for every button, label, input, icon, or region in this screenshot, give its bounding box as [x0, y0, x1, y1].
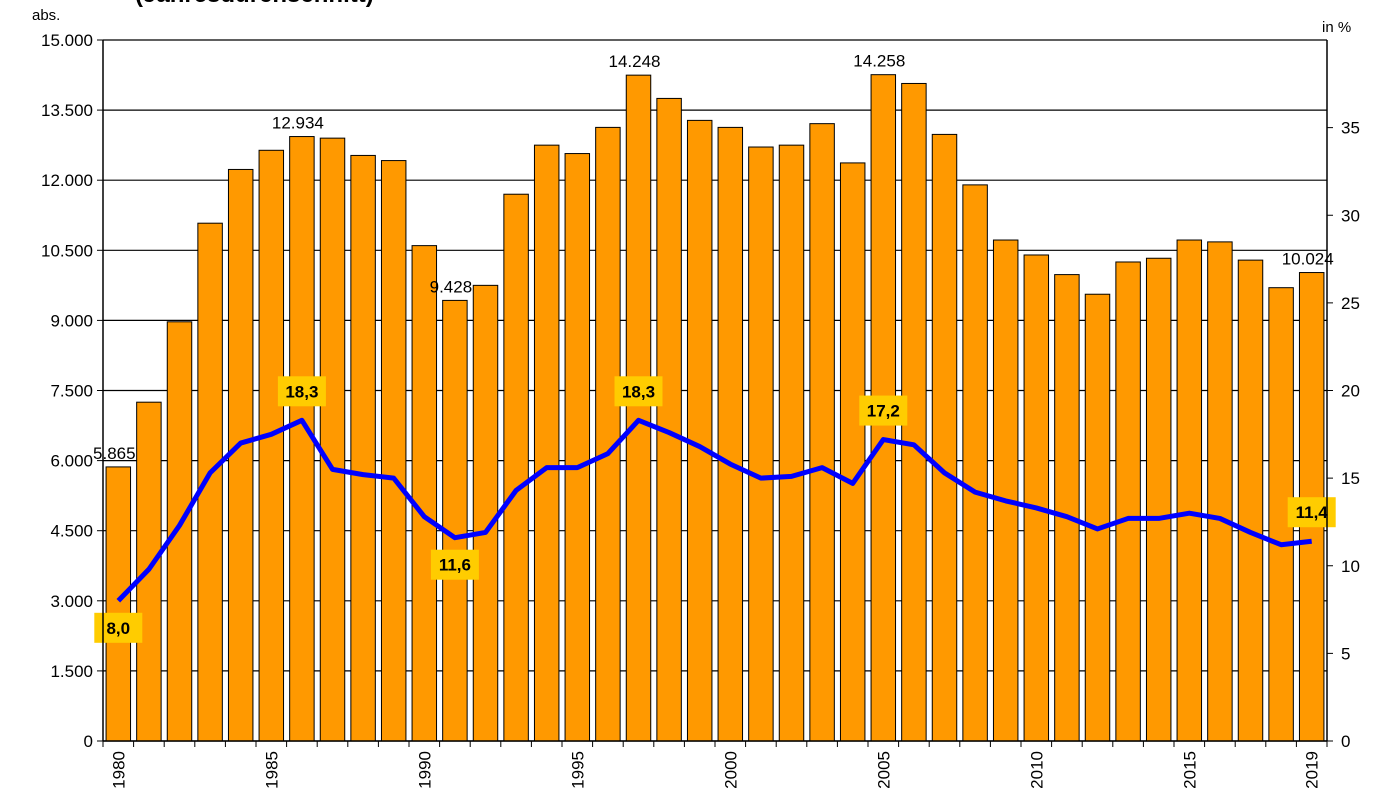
- y2-axis-label: in %: [1322, 19, 1351, 36]
- bars: [105, 74, 1325, 742]
- bar: [258, 149, 285, 742]
- bar: [564, 153, 591, 742]
- bar: [442, 299, 468, 742]
- bar: [625, 74, 652, 742]
- bar-value-label: 14.248: [609, 52, 661, 71]
- y-tick-label: 4.500: [50, 522, 93, 541]
- bar: [503, 193, 529, 742]
- x-tick-label: 1980: [109, 751, 128, 789]
- bar: [166, 321, 193, 742]
- data-label-box: [859, 395, 908, 426]
- bar: [1207, 241, 1233, 742]
- y-tick-label: 7.500: [50, 382, 93, 401]
- bar: [197, 222, 223, 742]
- x-tick-label: 2000: [721, 751, 740, 789]
- bar: [992, 239, 1019, 742]
- bar: [748, 146, 774, 742]
- x-tick-label: 1990: [415, 751, 434, 789]
- y-tick-label: 0: [84, 732, 93, 751]
- bar: [1237, 259, 1264, 742]
- bar: [227, 168, 254, 742]
- bar: [289, 136, 315, 742]
- x-tick-label: 1985: [262, 751, 281, 789]
- bar: [380, 160, 407, 742]
- bar-value-label: 9.428: [430, 277, 473, 296]
- bar: [105, 466, 132, 742]
- bar: [656, 97, 682, 742]
- y-axis-label: abs.: [32, 7, 60, 24]
- data-label-box: [430, 549, 479, 580]
- y-tick-label: 10.500: [41, 241, 93, 260]
- y-tick-label: 6.000: [50, 452, 93, 471]
- x-tick-label: 2005: [874, 751, 893, 789]
- lines: [116, 417, 1312, 603]
- bar: [533, 144, 560, 742]
- y2-tick-label: 5: [1341, 644, 1350, 663]
- bar: [472, 284, 499, 742]
- y2-tick-label: 15: [1341, 469, 1360, 488]
- y2-tick-label: 20: [1341, 382, 1360, 401]
- x-tick-label: 2019: [1303, 751, 1322, 789]
- x-tick-label: 1995: [568, 751, 587, 789]
- bar: [1176, 239, 1203, 742]
- y2-tick-label: 35: [1341, 119, 1360, 138]
- bar: [1023, 254, 1050, 742]
- line-value-label: 11,6: [439, 556, 471, 575]
- data-label-box: [614, 376, 663, 407]
- x-tick-label: 2010: [1027, 751, 1046, 789]
- line-value-label: 8,0: [106, 619, 130, 638]
- bar: [1145, 257, 1172, 742]
- bar: [809, 123, 835, 742]
- labels: 5.865 12.934 9.428 14.248 14.258 10.024 8,0 18,…: [93, 52, 1336, 643]
- chart-title: (Jahresdurchschnitt): [135, 0, 374, 8]
- y-tick-label: 12.000: [41, 171, 93, 190]
- bar: [595, 126, 621, 742]
- y-tick-label: 1.500: [50, 662, 93, 681]
- y2-tick-label: 25: [1341, 294, 1360, 313]
- bar: [411, 245, 438, 742]
- bar-value-label: 5.865: [93, 444, 136, 463]
- bar-value-label: 14.258: [853, 52, 905, 71]
- y-tick-label: 13.500: [41, 101, 93, 120]
- y2-tick-label: 10: [1341, 557, 1360, 576]
- y2-tick-label: 30: [1341, 206, 1360, 225]
- x-tick-label: 2015: [1180, 751, 1199, 789]
- line-value-label: 11,4: [1296, 503, 1329, 522]
- bar: [931, 133, 958, 742]
- line-value-label: 18,3: [285, 382, 318, 401]
- bar: [1084, 293, 1111, 742]
- bar-value-label: 12.934: [272, 114, 324, 133]
- data-label-box: [277, 376, 326, 407]
- line-value-label: 18,3: [622, 382, 655, 401]
- y-tick-label: 3.000: [50, 592, 93, 611]
- line: [116, 417, 1312, 603]
- bar: [319, 137, 346, 742]
- y-tick-label: 15.000: [41, 31, 93, 50]
- bar: [1054, 274, 1080, 742]
- bar: [778, 144, 805, 742]
- bar: [1115, 261, 1141, 742]
- bar-value-label: 10.024: [1282, 250, 1334, 269]
- line-value-label: 17,2: [867, 402, 900, 421]
- bar: [350, 154, 376, 742]
- y-tick-label: 9.000: [50, 311, 93, 330]
- bar: [962, 184, 988, 742]
- y2-tick-label: 0: [1341, 732, 1350, 751]
- bar: [717, 126, 744, 742]
- bar: [839, 162, 866, 742]
- bar: [686, 119, 713, 742]
